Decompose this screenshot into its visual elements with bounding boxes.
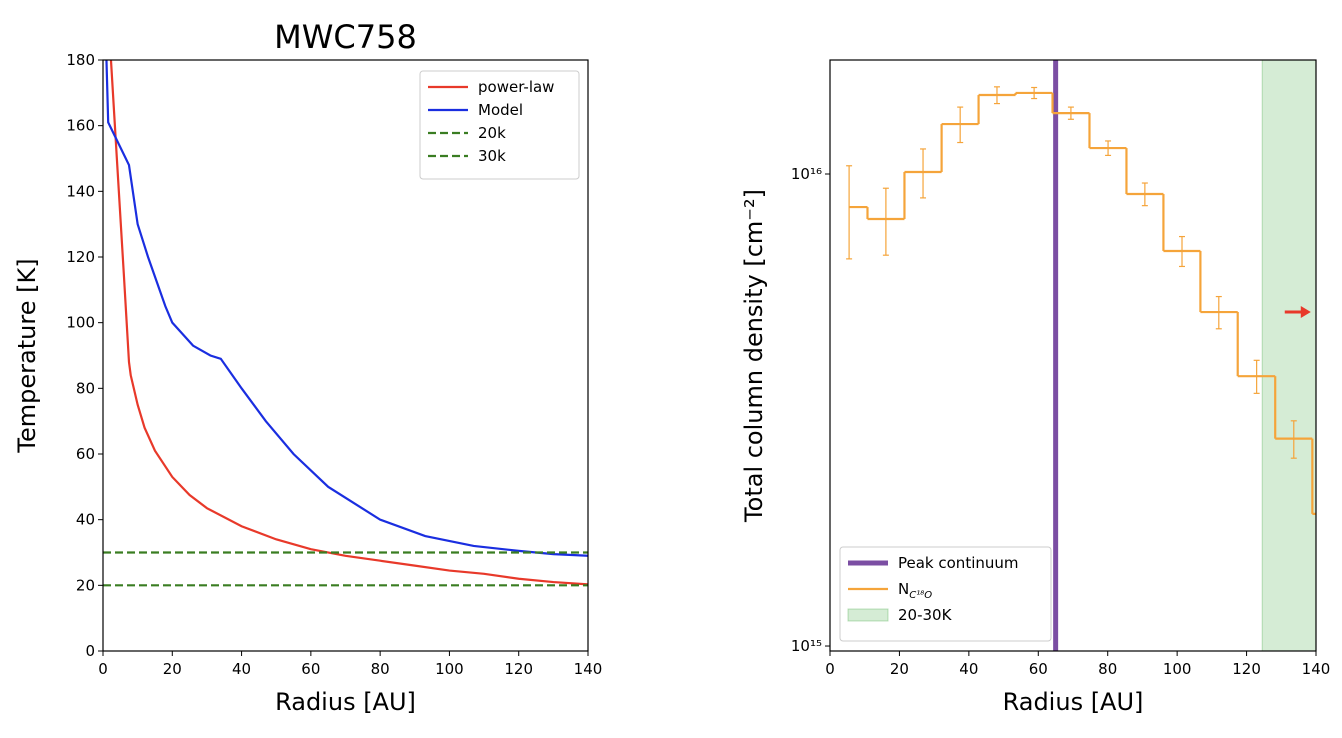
plot-area bbox=[103, 59, 589, 587]
x-tick-label: 20 bbox=[890, 660, 909, 678]
axes-frame bbox=[102, 59, 589, 652]
legend: Peak continuum NC¹⁸O 20-30K bbox=[839, 546, 1052, 642]
x-tick-label: 60 bbox=[301, 660, 320, 678]
legend: power-law Model 20k 30k bbox=[419, 70, 580, 180]
legend-label-main: 30k bbox=[478, 147, 506, 165]
axes-frame bbox=[829, 59, 1317, 652]
x-tick-label: 40 bbox=[232, 660, 251, 678]
y-tick-label: 10¹⁶ bbox=[791, 165, 822, 183]
x-tick-label: 80 bbox=[1098, 660, 1117, 678]
y-tick-label: 60 bbox=[76, 445, 95, 463]
x-tick-label: 80 bbox=[371, 660, 390, 678]
legend-box bbox=[419, 70, 580, 180]
x-axis-label: Radius [AU] bbox=[275, 688, 416, 716]
legend-label: NC¹⁸O bbox=[898, 580, 932, 601]
y-tick-label: 80 bbox=[76, 379, 95, 397]
y-tick-label: 140 bbox=[66, 182, 95, 200]
legend-label: 20-30K bbox=[898, 606, 953, 624]
legend-label: 20k bbox=[478, 124, 506, 142]
legend-label-main: Model bbox=[478, 101, 523, 119]
x-tick-label: 60 bbox=[1029, 660, 1048, 678]
legend-label-main: 20-30K bbox=[898, 606, 953, 624]
x-tick-label: 40 bbox=[959, 660, 978, 678]
legend-label-main: N bbox=[898, 580, 909, 598]
legend-label-main: 20k bbox=[478, 124, 506, 142]
arrow-head bbox=[1300, 306, 1311, 319]
legend-label-main: Peak continuum bbox=[898, 554, 1019, 572]
y-tick-label: 120 bbox=[66, 248, 95, 266]
line bbox=[109, 59, 589, 586]
shaded-span bbox=[1261, 60, 1316, 651]
y-axis-label: Temperature [K] bbox=[13, 258, 41, 453]
y-tick-label: 180 bbox=[66, 51, 95, 69]
x-tick-label: 140 bbox=[1302, 660, 1331, 678]
x-tick-label: 0 bbox=[98, 660, 108, 678]
x-tick-label: 140 bbox=[574, 660, 603, 678]
chart-title: MWC758 bbox=[274, 18, 417, 56]
x-axis-label: Radius [AU] bbox=[1003, 688, 1144, 716]
y-axis-label: Total column density [cm⁻²] bbox=[740, 189, 768, 523]
x-tick-label: 120 bbox=[504, 660, 533, 678]
x-tick-label: 100 bbox=[435, 660, 464, 678]
legend-label: Peak continuum bbox=[898, 554, 1019, 572]
legend-swatch bbox=[847, 608, 889, 622]
plot-area bbox=[846, 60, 1316, 651]
legend-label: Model bbox=[478, 101, 523, 119]
y-tick-label: 40 bbox=[76, 511, 95, 529]
y-tick-label: 0 bbox=[85, 642, 95, 660]
y-tick-label: 160 bbox=[66, 117, 95, 135]
legend-label: power-law bbox=[478, 78, 554, 96]
y-tick-label: 10¹⁵ bbox=[791, 637, 822, 655]
y-tick-label: 100 bbox=[66, 314, 95, 332]
x-tick-label: 120 bbox=[1232, 660, 1261, 678]
x-tick-label: 0 bbox=[825, 660, 835, 678]
legend-label-subscript: C¹⁸O bbox=[909, 590, 932, 601]
legend-box bbox=[839, 546, 1052, 642]
legend-label-main: power-law bbox=[478, 78, 554, 96]
x-tick-label: 20 bbox=[163, 660, 182, 678]
legend-label: 30k bbox=[478, 147, 506, 165]
y-tick-label: 20 bbox=[76, 576, 95, 594]
line bbox=[105, 59, 589, 557]
x-tick-label: 100 bbox=[1163, 660, 1192, 678]
